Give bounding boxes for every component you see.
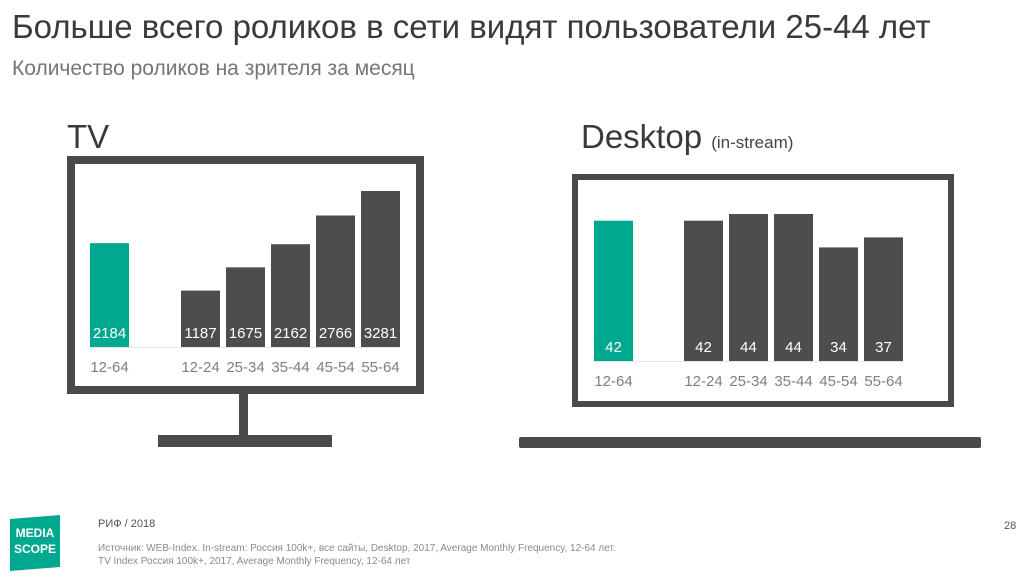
tv-value-label-25-34: 1675 (229, 325, 262, 342)
tv-bar-35-44 (271, 244, 310, 347)
desktop-value-label-12-64: 42 (605, 339, 622, 356)
desktop-value-label-45-54: 34 (830, 339, 847, 356)
desktop-value-label-55-64: 37 (875, 339, 892, 356)
desktop-category-label-25-34: 25-34 (729, 373, 767, 390)
tv-category-label-35-44: 35-44 (271, 359, 309, 376)
laptop (519, 174, 981, 448)
tv-bar-25-34 (226, 267, 265, 347)
desktop-bar-12-64 (594, 220, 633, 361)
tv-stand-neck (239, 390, 248, 435)
tv-value-label-45-54: 2766 (319, 325, 352, 342)
event-label: РИФ / 2018 (98, 518, 156, 530)
desktop-bar-35-44 (774, 214, 813, 361)
desktop-value-label-35-44: 44 (785, 339, 802, 356)
tv-value-label-12-24: 1187 (184, 325, 216, 342)
mediascope-logo: MEDIA SCOPE (10, 515, 60, 571)
tv-category-label-12-64: 12-64 (90, 359, 128, 376)
tv-bar-45-54 (316, 215, 355, 347)
tv-bar-12-64 (90, 243, 129, 347)
desktop-value-label-12-24: 42 (695, 339, 712, 356)
desktop-bar-55-64 (864, 237, 903, 361)
tv-value-label-55-64: 3281 (364, 325, 397, 342)
desktop-category-label-12-24: 12-24 (684, 373, 722, 390)
tv-category-label-55-64: 55-64 (361, 359, 399, 376)
tv-value-label-35-44: 2162 (274, 325, 307, 342)
laptop-base (519, 437, 981, 448)
tv-title-text: TV (67, 118, 110, 155)
logo-line2: SCOPE (14, 542, 56, 556)
desktop-category-label-35-44: 35-44 (774, 373, 812, 390)
tv-category-label-25-34: 25-34 (226, 359, 264, 376)
desktop-category-label-55-64: 55-64 (864, 373, 902, 390)
desktop-bar-12-24 (684, 220, 723, 361)
tv-panel-title: TV (67, 118, 109, 156)
source-line-2: TV Index Россия 100k+, 2017, Average Mon… (98, 556, 411, 567)
tv-stand-base (158, 435, 332, 447)
desktop-category-label-45-54: 45-54 (819, 373, 857, 390)
tv-category-label-45-54: 45-54 (316, 359, 354, 376)
desktop-category-label-12-64: 12-64 (594, 373, 632, 390)
tv-monitor (67, 156, 424, 447)
tv-bar-12-24 (181, 290, 220, 347)
desktop-subtitle-text: (in-stream) (711, 133, 794, 152)
desktop-title-text: Desktop (581, 118, 703, 155)
desktop-value-label-25-34: 44 (740, 339, 757, 356)
desktop-bar-25-34 (729, 214, 768, 361)
desktop-panel-title: Desktop (in-stream) (581, 118, 793, 156)
source-note: Источник: WEB-Index. In-stream: Россия 1… (98, 542, 616, 568)
source-line-1: Источник: WEB-Index. In-stream: Россия 1… (98, 543, 616, 554)
slide-title: Больше всего роликов в сети видят пользо… (12, 8, 931, 45)
tv-category-label-12-24: 12-24 (181, 359, 219, 376)
desktop-bar-chart: 42 12-64 42 12-24 44 25-34 44 35-44 34 45-54 37 55-… (594, 214, 903, 390)
slide-subtitle: Количество роликов на зрителя за месяц (12, 57, 415, 80)
logo-line1: MEDIA (16, 526, 55, 540)
tv-bar-55-64 (361, 191, 400, 347)
desktop-bar-45-54 (819, 247, 858, 361)
laptop-screen-frame (572, 174, 954, 407)
page-number: 28 (1004, 520, 1017, 532)
tv-bar-chart: 2184 12-64 1187 12-24 1675 25-34 2162 35-44 2766… (90, 191, 400, 376)
tv-value-label-12-64: 2184 (93, 325, 126, 342)
